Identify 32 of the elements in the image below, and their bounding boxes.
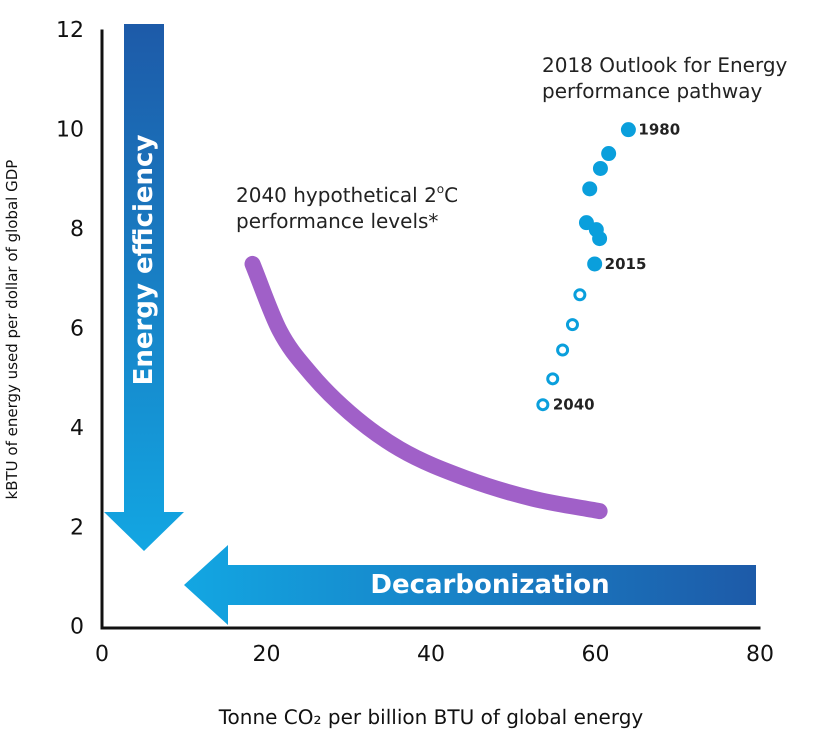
point <box>573 288 586 302</box>
point <box>566 318 579 332</box>
point <box>592 160 608 176</box>
x-tick-label: 60 <box>582 642 610 667</box>
point <box>620 122 636 138</box>
y-tick-label: 10 <box>56 117 84 142</box>
point <box>587 256 602 272</box>
y-tick-label: 2 <box>70 515 84 540</box>
y-tick-label: 0 <box>70 614 84 640</box>
y-tick-label: 6 <box>70 316 84 342</box>
point <box>601 146 616 162</box>
annotation: 1980 <box>638 120 680 139</box>
annotation: 2018 Outlook for Energy performance pathway <box>542 53 788 103</box>
point <box>592 231 608 246</box>
point <box>556 343 570 356</box>
annotation: 2040 <box>552 396 595 414</box>
y-tick-label: 4 <box>70 416 84 441</box>
point <box>536 398 550 412</box>
annotation: Energy efficiency <box>129 134 159 386</box>
y-tick-label: 8 <box>70 216 84 242</box>
point <box>582 181 598 196</box>
y-tick-label: 12 <box>56 18 84 43</box>
y-axis-title: kBTU of energy used per dollar of global GDP <box>2 160 21 500</box>
annotation: Decarbonization <box>370 570 610 600</box>
point <box>546 372 560 386</box>
x-axis-title: Tonne CO₂ per billion BTU of global energy <box>218 705 644 730</box>
x-tick-label: 0 <box>95 642 109 667</box>
x-tick-label: 80 <box>746 642 774 667</box>
x-tick-label: 40 <box>417 642 445 667</box>
point <box>578 215 594 230</box>
x-tick-label: 20 <box>252 642 280 667</box>
annotation: 2015 <box>604 254 646 273</box>
